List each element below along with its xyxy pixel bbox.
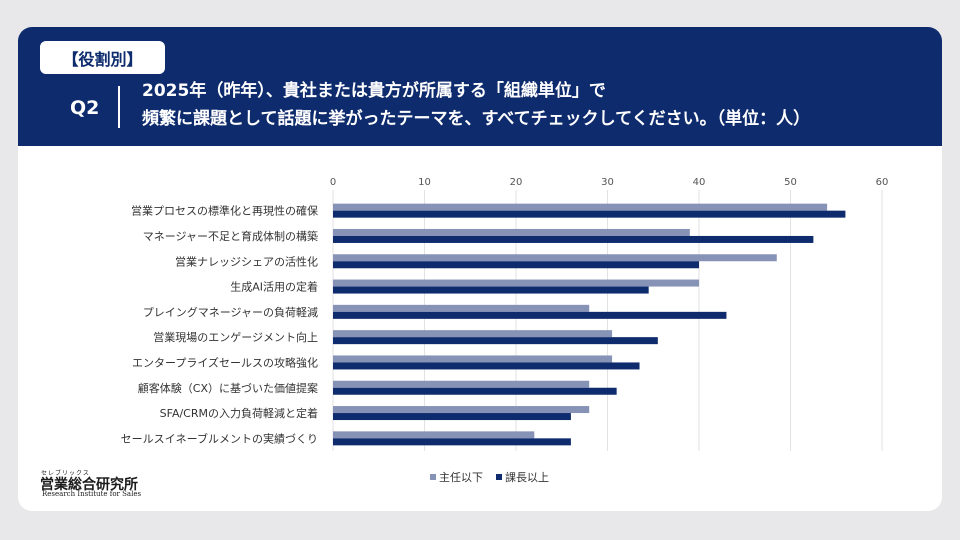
bar-series2 xyxy=(333,261,699,269)
slide-card: 【役割別】 Q2 2025年（昨年）、貴社または貴方が所属する「組織単位」で 頻… xyxy=(18,27,942,511)
category-label: 営業現場のエンゲージメント向上 xyxy=(153,330,318,344)
category-label: プレイングマネージャーの負荷軽減 xyxy=(143,305,318,319)
legend-swatch xyxy=(496,474,502,480)
question-line-1: 2025年（昨年）、貴社または貴方が所属する「組織単位」で xyxy=(142,81,606,101)
bar-series1 xyxy=(333,431,535,439)
bar-series1 xyxy=(333,330,613,338)
x-tick-label: 30 xyxy=(601,177,614,188)
bar-series1 xyxy=(333,406,590,414)
bar-series2 xyxy=(333,387,617,395)
header-band: 【役割別】 Q2 2025年（昨年）、貴社または貴方が所属する「組織単位」で 頻… xyxy=(18,27,942,146)
bar-series1 xyxy=(333,279,699,287)
bar-series1 xyxy=(333,203,828,211)
role-tag: 【役割別】 xyxy=(40,41,165,74)
bar-series2 xyxy=(333,235,814,243)
category-label: エンタープライズセールスの攻略強化 xyxy=(132,355,318,369)
category-label: マネージャー不足と育成体制の構築 xyxy=(143,229,318,243)
bar-series1 xyxy=(333,228,690,236)
x-tick-label: 40 xyxy=(693,177,706,188)
category-label: セールスイネーブルメントの実績づくり xyxy=(121,431,318,445)
legend-swatch xyxy=(430,474,436,480)
logo-title: 営業総合研究所 xyxy=(40,477,138,493)
category-label: SFA/CRMの入力負荷軽減と定着 xyxy=(160,406,318,420)
x-tick-label: 60 xyxy=(876,177,889,188)
bar-series1 xyxy=(333,380,590,388)
legend-label: 主任以下 xyxy=(439,471,483,484)
logo-kana: セレブリックス xyxy=(41,470,90,477)
bar-series2 xyxy=(333,438,571,446)
bar-series1 xyxy=(333,355,613,363)
bar-series2 xyxy=(333,311,727,319)
x-tick-label: 10 xyxy=(418,177,431,188)
category-label: 顧客体験（CX）に基づいた価値提案 xyxy=(138,381,318,395)
category-label: 営業プロセスの標準化と再現性の確保 xyxy=(131,204,318,218)
question-divider xyxy=(118,86,120,128)
bar-series2 xyxy=(333,210,846,218)
bar-series2 xyxy=(333,286,649,294)
bar-series2 xyxy=(333,413,571,421)
category-label: 生成AI活用の定着 xyxy=(230,280,318,294)
legend-label: 課長以上 xyxy=(505,470,549,484)
bar-series2 xyxy=(333,337,658,345)
x-tick-label: 0 xyxy=(330,177,336,188)
bar-series1 xyxy=(333,304,590,312)
x-tick-label: 20 xyxy=(510,177,523,188)
bar-series2 xyxy=(333,362,640,370)
category-label: 営業ナレッジシェアの活性化 xyxy=(175,254,318,268)
question-number: Q2 xyxy=(70,97,100,119)
question-line-2: 頻繁に課題として話題に挙がったテーマを、すべてチェックしてください。（単位：人） xyxy=(142,109,811,129)
logo-subtitle: Research Institute for Sales xyxy=(42,490,142,498)
question-text: 2025年（昨年）、貴社または貴方が所属する「組織単位」で 頻繁に課題として話題… xyxy=(142,77,810,133)
x-tick-label: 50 xyxy=(784,177,797,188)
bar-series1 xyxy=(333,254,777,262)
